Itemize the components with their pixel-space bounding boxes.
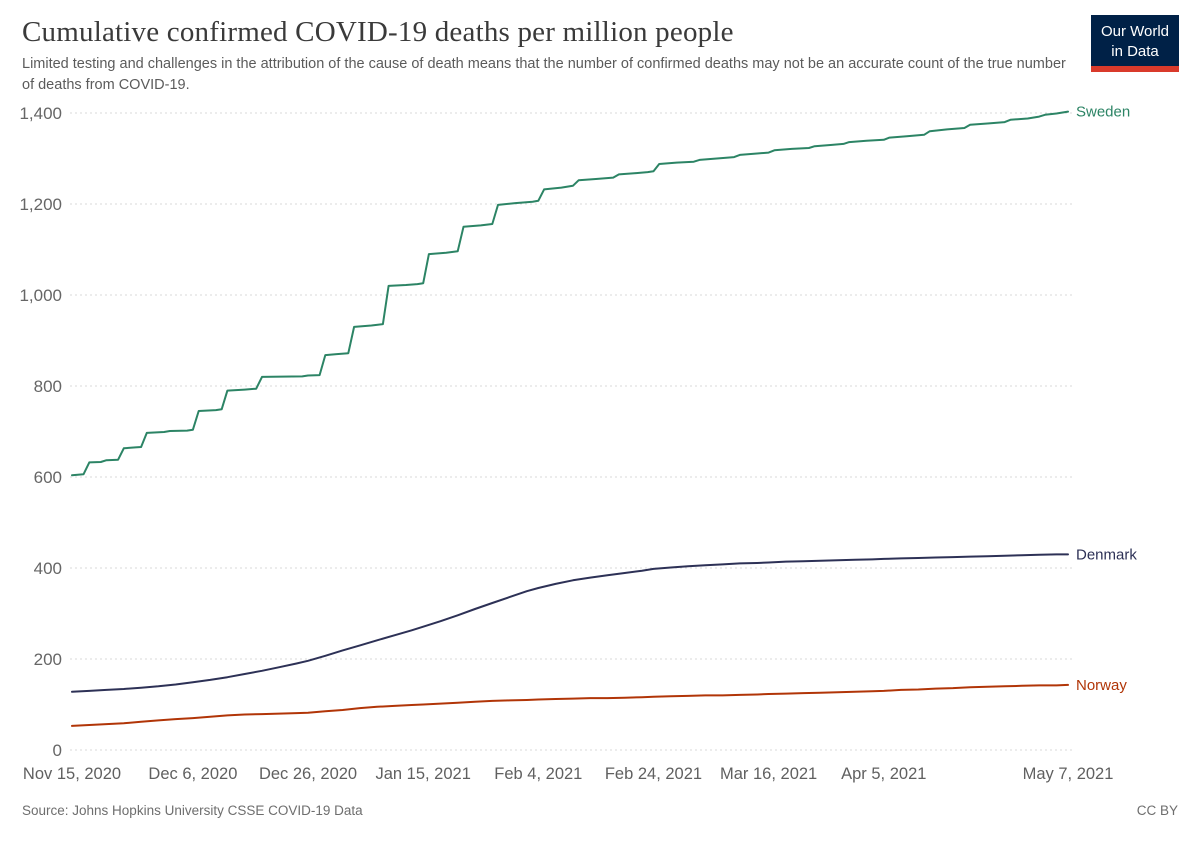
x-axis-tick-label: Jan 15, 2021: [375, 765, 470, 783]
y-axis-tick-label: 1,200: [19, 195, 62, 214]
x-axis-tick-label: Dec 6, 2020: [148, 765, 237, 783]
source-note: Source: Johns Hopkins University CSSE CO…: [22, 803, 363, 818]
x-axis-tick-label: May 7, 2021: [1023, 765, 1114, 783]
line-chart: 0 200 400 600 800 1,000 1,200 1,400 Nov 15, 2020…: [19, 104, 1137, 783]
series-line-denmark[interactable]: [71, 553, 1069, 693]
x-axis-tick-label: Feb 24, 2021: [605, 765, 702, 783]
x-axis-tick-label: Mar 16, 2021: [720, 765, 817, 783]
chart-header: Cumulative confirmed COVID-19 deaths per…: [0, 0, 1200, 95]
owid-logo-line2: in Data: [1111, 42, 1159, 60]
x-axis-tick-label: Feb 4, 2021: [494, 765, 582, 783]
y-axis-tick-label: 200: [34, 650, 62, 669]
owid-logo: Our World in Data: [1091, 15, 1179, 72]
x-axis-tick-label: Dec 26, 2020: [259, 765, 357, 783]
series-line-norway[interactable]: [71, 683, 1069, 727]
y-axis-tick-label: 1,000: [19, 286, 62, 305]
y-axis-tick-label: 1,400: [19, 104, 62, 123]
chart-footer: Source: Johns Hopkins University CSSE CO…: [0, 790, 1200, 818]
page-title: Cumulative confirmed COVID-19 deaths per…: [22, 16, 734, 48]
series-line-sweden[interactable]: [71, 110, 1069, 477]
owid-logo-line1: Our World: [1100, 23, 1170, 40]
license-note[interactable]: CC BY: [1136, 803, 1178, 818]
series-label-sweden: Sweden: [1076, 104, 1130, 121]
chart-subtitle: Limited testing and challenges in the at…: [22, 56, 1066, 93]
series-label-norway: Norway: [1076, 677, 1127, 694]
owid-logo-accent-bar: [1091, 66, 1179, 72]
y-axis-tick-label: 600: [34, 468, 62, 487]
x-axis-tick-label: Nov 15, 2020: [23, 765, 121, 783]
y-axis-tick-label: 0: [53, 741, 62, 760]
y-axis-tick-label: 400: [34, 559, 62, 578]
y-axis-tick-label: 800: [34, 377, 62, 396]
series-label-denmark: Denmark: [1076, 546, 1137, 563]
x-axis-tick-label: Apr 5, 2021: [841, 765, 926, 783]
